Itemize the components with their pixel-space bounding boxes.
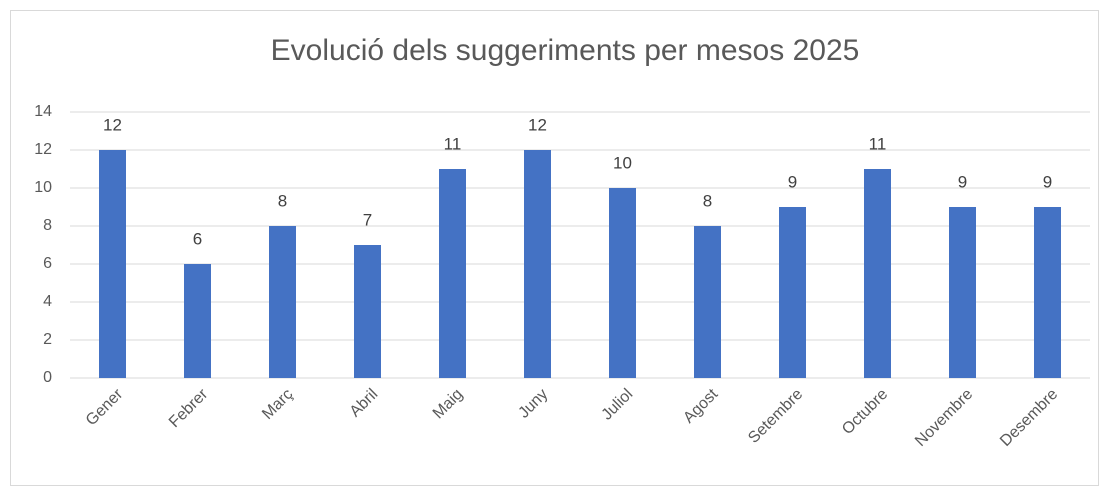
bar <box>184 264 211 378</box>
bar <box>609 188 636 378</box>
bar <box>864 169 891 378</box>
bar <box>99 150 126 378</box>
y-tick-label: 8 <box>43 217 52 234</box>
bar <box>694 226 721 378</box>
data-label: 9 <box>1043 172 1052 191</box>
y-tick-label: 4 <box>43 293 52 310</box>
bar <box>524 150 551 378</box>
bar <box>269 226 296 378</box>
bar <box>354 245 381 378</box>
data-label: 8 <box>703 191 712 210</box>
bar <box>949 207 976 378</box>
y-tick-label: 14 <box>34 103 52 120</box>
y-tick-label: 6 <box>43 255 52 272</box>
y-tick-label: 12 <box>34 141 52 158</box>
data-label: 8 <box>278 191 287 210</box>
data-label: 7 <box>363 210 372 229</box>
bar <box>779 207 806 378</box>
chart-border <box>10 10 1099 486</box>
y-tick-label: 10 <box>34 179 52 196</box>
data-label: 11 <box>444 134 462 153</box>
data-label: 12 <box>528 115 547 134</box>
data-label: 6 <box>193 229 202 248</box>
data-label: 9 <box>788 172 797 191</box>
data-label: 9 <box>958 172 967 191</box>
data-label: 11 <box>869 134 887 153</box>
chart-title: Evolució dels suggeriments per mesos 202… <box>271 34 860 67</box>
y-tick-label: 2 <box>43 331 52 348</box>
bar <box>1034 207 1061 378</box>
y-tick-label: 0 <box>43 369 52 386</box>
data-label: 12 <box>103 115 122 134</box>
bar <box>439 169 466 378</box>
data-label: 10 <box>613 153 632 172</box>
